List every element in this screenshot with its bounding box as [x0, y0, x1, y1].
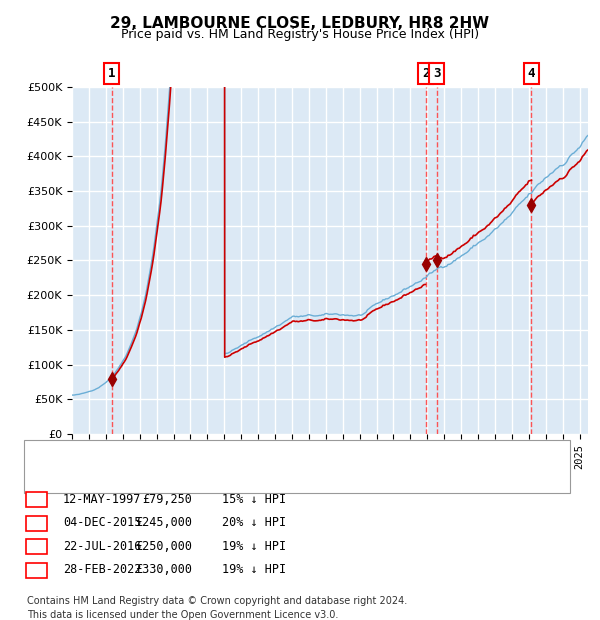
- Text: HPI: Average price, detached house, Herefordshire: HPI: Average price, detached house, Here…: [78, 468, 409, 478]
- Text: 19% ↓ HPI: 19% ↓ HPI: [222, 540, 286, 552]
- Text: This data is licensed under the Open Government Licence v3.0.: This data is licensed under the Open Gov…: [27, 610, 338, 620]
- Text: 1: 1: [108, 67, 116, 80]
- Text: 4: 4: [33, 564, 40, 576]
- Text: Contains HM Land Registry data © Crown copyright and database right 2024.: Contains HM Land Registry data © Crown c…: [27, 596, 407, 606]
- Text: £79,250: £79,250: [142, 493, 192, 505]
- Text: 04-DEC-2015: 04-DEC-2015: [63, 516, 142, 529]
- Text: 29, LAMBOURNE CLOSE, LEDBURY, HR8 2HW (detached house): 29, LAMBOURNE CLOSE, LEDBURY, HR8 2HW (d…: [78, 445, 443, 454]
- Text: 29, LAMBOURNE CLOSE, LEDBURY, HR8 2HW: 29, LAMBOURNE CLOSE, LEDBURY, HR8 2HW: [110, 16, 490, 30]
- Text: £245,000: £245,000: [135, 516, 192, 529]
- Text: 15% ↓ HPI: 15% ↓ HPI: [222, 493, 286, 505]
- Text: £330,000: £330,000: [135, 564, 192, 576]
- Text: 2: 2: [422, 67, 430, 80]
- Text: 4: 4: [528, 67, 535, 80]
- Text: Price paid vs. HM Land Registry's House Price Index (HPI): Price paid vs. HM Land Registry's House …: [121, 28, 479, 41]
- Text: 22-JUL-2016: 22-JUL-2016: [63, 540, 142, 552]
- Text: 19% ↓ HPI: 19% ↓ HPI: [222, 564, 286, 576]
- Text: 3: 3: [433, 67, 440, 80]
- Text: £250,000: £250,000: [135, 540, 192, 552]
- Text: 28-FEB-2022: 28-FEB-2022: [63, 564, 142, 576]
- Text: 1: 1: [33, 493, 40, 505]
- Text: 20% ↓ HPI: 20% ↓ HPI: [222, 516, 286, 529]
- Text: 2: 2: [33, 516, 40, 529]
- Text: 12-MAY-1997: 12-MAY-1997: [63, 493, 142, 505]
- Text: 3: 3: [33, 540, 40, 552]
